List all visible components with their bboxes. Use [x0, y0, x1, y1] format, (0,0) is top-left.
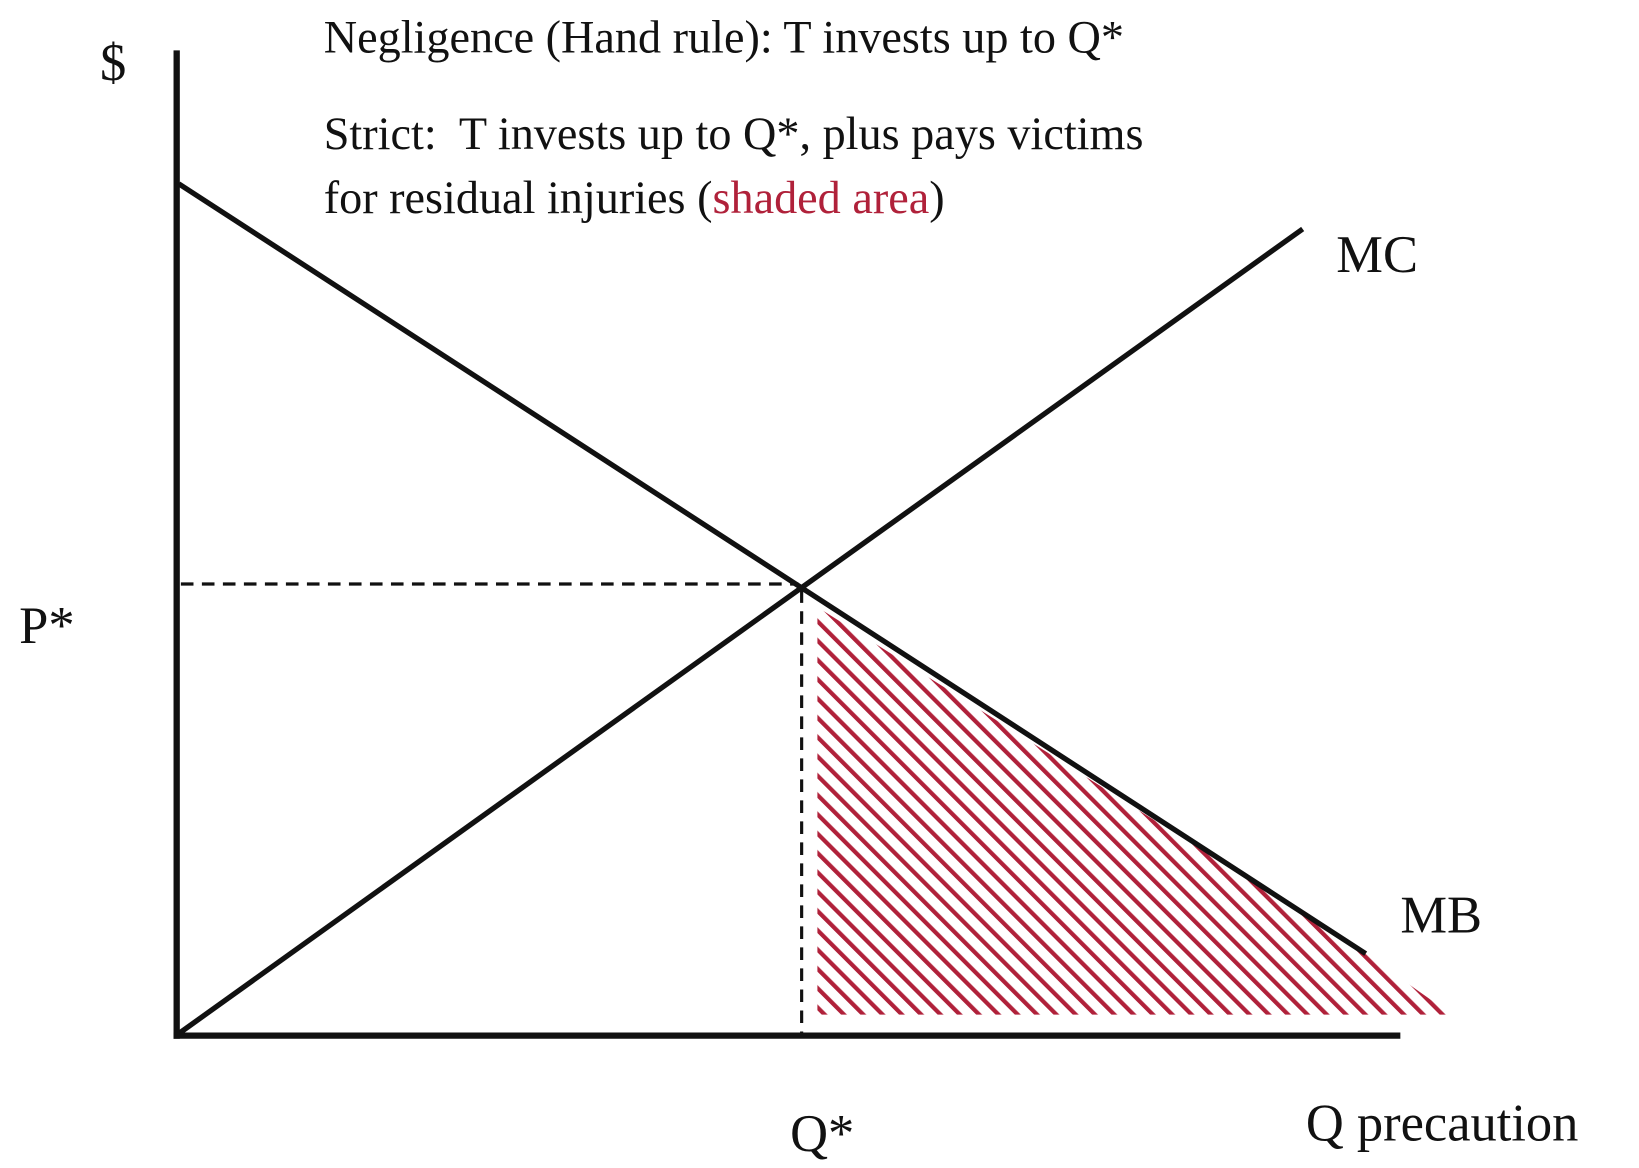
q-star-label: Q*	[790, 1105, 854, 1163]
strict-note: Strict: T invests up to Q*, plus pays vi…	[324, 108, 1144, 159]
note-text: for residual injuries (	[324, 172, 713, 223]
mb-label: MB	[1400, 887, 1482, 945]
p-star-label: P*	[19, 597, 74, 655]
y-axis-label: $	[100, 34, 126, 92]
note-text: )	[929, 172, 944, 223]
mc-label: MC	[1336, 226, 1418, 284]
mb-curve	[177, 181, 1368, 956]
x-axis-label: Q precaution	[1306, 1095, 1579, 1153]
mc-curve	[177, 226, 1305, 1036]
strict-note-2: for residual injuries (shaded area)	[324, 172, 945, 223]
shaded-area	[817, 607, 1452, 1015]
note-highlight: shaded area	[712, 172, 929, 223]
negligence-note: Negligence (Hand rule): T invests up to …	[324, 12, 1124, 63]
